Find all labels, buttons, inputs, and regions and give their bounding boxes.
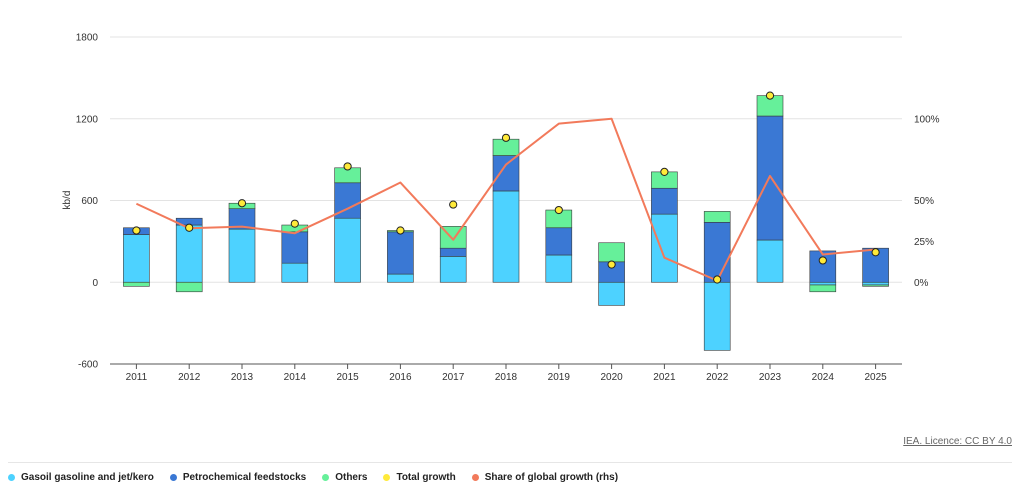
x-tick-label: 2016	[389, 372, 412, 383]
bar-segment-gasoil	[651, 213, 678, 283]
total-growth-marker	[871, 248, 880, 257]
legend-label-petrochemical: Petrochemical feedstocks	[182, 472, 307, 483]
x-tick-label: 2015	[336, 372, 359, 383]
bar-segment-gasoil	[228, 228, 256, 283]
legend-label-total-growth: Total growth	[396, 472, 456, 483]
total-growth-marker	[185, 223, 194, 232]
total-growth-marker	[818, 256, 827, 265]
legend: Gasoil gasoline and jet/kero Petrochemic…	[8, 472, 618, 483]
x-tick-label: 2023	[759, 372, 782, 383]
total-growth-marker	[343, 162, 352, 171]
bar-segment-petrochemical	[703, 222, 731, 283]
total-growth-marker	[290, 219, 299, 228]
legend-item-total-growth[interactable]: Total growth	[383, 472, 456, 483]
bar-segment-others	[598, 242, 625, 263]
y-tick-label: 1200	[76, 114, 99, 125]
bar-segment-petrochemical	[545, 227, 573, 256]
bar-segment-others	[809, 284, 837, 293]
x-tick-label: 2020	[600, 372, 623, 383]
total-growth-marker	[554, 205, 563, 215]
bar-segment-gasoil	[439, 256, 467, 283]
bar-segment-gasoil	[598, 281, 625, 306]
bar-segment-gasoil	[334, 217, 361, 283]
x-tick-label: 2014	[284, 372, 307, 383]
x-tick-label: 2012	[178, 372, 201, 383]
bar-segment-petrochemical	[492, 155, 520, 192]
total-growth-markers	[132, 91, 880, 284]
legend-label-gasoil: Gasoil gasoline and jet/kero	[21, 472, 154, 483]
legend-item-share[interactable]: Share of global growth (rhs)	[471, 472, 619, 483]
legend-swatch-share	[471, 474, 479, 481]
total-growth-marker	[607, 260, 616, 269]
y2-tick-label: 25%	[914, 237, 934, 248]
bar-segment-gasoil	[545, 254, 573, 283]
x-tick-label: 2022	[706, 372, 729, 383]
x-tick-label: 2024	[812, 372, 835, 383]
y2-tick-label: 100%	[914, 114, 940, 125]
bar-segment-gasoil	[387, 273, 414, 283]
bar-segment-others	[175, 281, 203, 293]
bar-segment-petrochemical	[439, 247, 467, 257]
bar-segment-gasoil	[703, 281, 731, 351]
y2-tick-label: 50%	[914, 196, 934, 207]
bar-segment-petrochemical	[334, 182, 361, 219]
legend-item-others[interactable]: Others	[322, 472, 367, 483]
legend-label-share: Share of global growth (rhs)	[484, 472, 619, 483]
total-growth-marker	[396, 226, 405, 235]
chart: 1800 1200 600 0 -600 100% 50% 25% 0% 2011 2012 2013…	[62, 33, 940, 384]
legend-swatch-others	[322, 474, 330, 481]
share-polyline	[135, 117, 876, 282]
total-growth-marker	[501, 133, 511, 142]
bar-segment-petrochemical	[387, 231, 414, 275]
bar-segment-petrochemical	[651, 187, 678, 215]
y-tick-label: 600	[81, 196, 98, 207]
bar-segment-gasoil	[756, 239, 784, 283]
total-growth-marker	[449, 200, 458, 209]
x-tick-label: 2018	[495, 372, 518, 383]
total-growth-marker	[132, 226, 141, 235]
bars	[123, 95, 889, 351]
legend-swatch-petrochemical	[169, 474, 177, 481]
bar-segment-gasoil	[862, 281, 889, 286]
x-tick-label: 2019	[548, 372, 571, 383]
bar-segment-petrochemical	[281, 231, 309, 264]
y-tick-label: 0	[92, 278, 98, 289]
x-tick-label: 2017	[442, 372, 465, 383]
legend-item-petrochemical[interactable]: Petrochemical feedstocks	[169, 472, 307, 483]
credit-link[interactable]: IEA. Licence: CC BY 4.0	[903, 436, 1012, 447]
total-growth-marker	[765, 91, 775, 100]
y-tick-label: -600	[78, 360, 98, 371]
axes: 1800 1200 600 0 -600 100% 50% 25% 0% 2011 2012 2013…	[76, 33, 940, 384]
total-growth-marker	[237, 199, 247, 208]
legend-swatch-gasoil	[8, 474, 15, 481]
legend-swatch-total-growth	[383, 474, 391, 481]
bar-segment-others	[123, 281, 150, 287]
bar-segment-petrochemical	[809, 250, 837, 283]
x-tick-label: 2013	[231, 372, 254, 383]
y-tick-label: 1800	[76, 33, 99, 44]
x-tick-label: 2011	[126, 372, 148, 383]
total-growth-marker	[660, 167, 669, 176]
total-growth-marker	[713, 275, 722, 284]
bar-segment-gasoil	[175, 224, 203, 283]
bar-segment-gasoil	[492, 190, 520, 283]
bar-segment-gasoil	[281, 262, 309, 283]
y2-tick-label: 0%	[914, 278, 929, 289]
x-tick-label: 2025	[864, 372, 887, 383]
legend-separator	[8, 462, 1012, 463]
bar-segment-gasoil	[123, 234, 150, 283]
share-line	[135, 117, 876, 282]
legend-item-gasoil[interactable]: Gasoil gasoline and jet/kero	[8, 472, 154, 483]
legend-label-others: Others	[335, 472, 368, 483]
y-axis-label: kb/d	[62, 191, 73, 210]
bar-segment-others	[862, 284, 889, 287]
bar-segment-gasoil	[809, 281, 837, 286]
bar-segment-others	[703, 211, 731, 223]
x-tick-label: 2021	[653, 372, 676, 383]
